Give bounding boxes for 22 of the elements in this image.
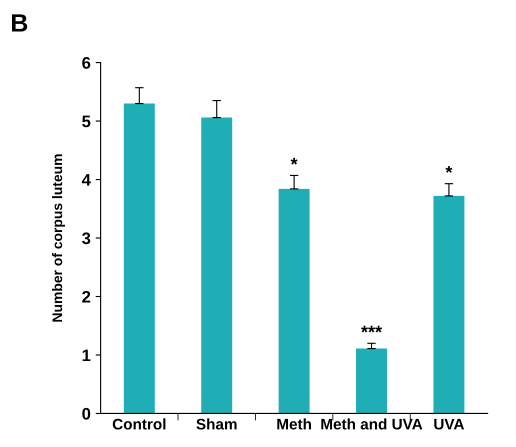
y-tick-label: 2 [82, 290, 90, 303]
y-tick-label: 6 [82, 56, 90, 69]
bar [356, 348, 387, 414]
bar [278, 188, 310, 414]
x-tick-label: Meth and UVA [321, 418, 422, 430]
y-tick-label: 0 [82, 408, 90, 420]
y-tick-label: 5 [82, 116, 90, 128]
text: B [12, 14, 28, 32]
annotation: * [445, 166, 452, 173]
bar [124, 104, 155, 414]
y-tick-label: 4 [82, 174, 91, 186]
y-axis-title: Number of corpus luteum [52, 154, 65, 322]
x-tick-label: Control [112, 418, 166, 430]
y-tick-label: 1 [82, 350, 90, 362]
x-tick-label: Meth [277, 418, 311, 430]
annotation: *** [361, 326, 382, 332]
x-tick-label: UVA [434, 418, 464, 430]
annotation: * [290, 158, 298, 165]
bar [201, 118, 232, 414]
x-tick-label: Sham [196, 418, 237, 430]
bar [433, 196, 464, 414]
y-tick-label: 3 [82, 232, 90, 244]
